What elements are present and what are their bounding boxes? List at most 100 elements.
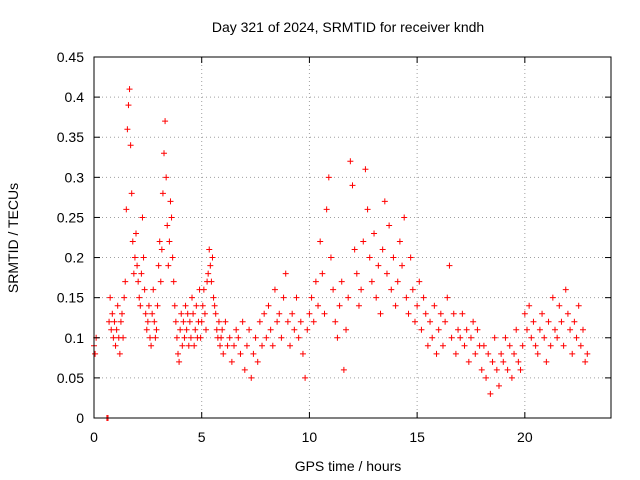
data-point (306, 310, 313, 317)
data-point (121, 294, 128, 301)
x-tick-label: 0 (90, 429, 98, 445)
data-point (362, 166, 369, 173)
data-point (377, 310, 384, 317)
data-point (133, 230, 140, 237)
data-point (394, 278, 401, 285)
data-point (137, 302, 144, 309)
data-point (371, 230, 378, 237)
data-point (155, 262, 162, 269)
data-point (233, 326, 240, 333)
data-point (414, 302, 421, 309)
y-tick-label: 0.15 (57, 290, 84, 306)
data-point (179, 342, 186, 349)
data-point (575, 302, 582, 309)
data-point (198, 318, 205, 325)
data-point (472, 350, 479, 357)
y-axis-label: SRMTID / TECUs (5, 183, 21, 293)
data-point (206, 246, 213, 253)
data-point (119, 310, 126, 317)
data-point (467, 334, 474, 341)
data-point (401, 214, 408, 221)
data-point (334, 334, 341, 341)
data-point (407, 254, 414, 261)
data-point (109, 310, 116, 317)
data-point (526, 302, 533, 309)
data-point (336, 302, 343, 309)
data-point (141, 286, 148, 293)
data-point (226, 334, 233, 341)
data-point (150, 286, 157, 293)
data-point (573, 334, 580, 341)
data-point (504, 366, 511, 373)
data-point (396, 238, 403, 245)
data-point (383, 270, 390, 277)
data-point (444, 294, 451, 301)
data-point (420, 294, 427, 301)
data-point (180, 318, 187, 325)
data-point (470, 318, 477, 325)
data-point (143, 326, 150, 333)
data-point (457, 334, 464, 341)
data-point (276, 310, 283, 317)
data-point (189, 294, 196, 301)
data-point (222, 318, 229, 325)
data-point (517, 366, 524, 373)
data-point (355, 302, 362, 309)
data-point (539, 310, 546, 317)
data-point (532, 342, 539, 349)
y-tick-label: 0.05 (57, 370, 84, 386)
data-point (373, 294, 380, 301)
data-point (136, 294, 143, 301)
x-tick-label: 10 (302, 429, 318, 445)
data-point (248, 374, 255, 381)
data-point (579, 326, 586, 333)
data-point (327, 254, 334, 261)
data-point (162, 118, 169, 125)
data-point (405, 310, 412, 317)
data-point (582, 358, 589, 365)
data-point (271, 286, 278, 293)
data-point (347, 158, 354, 165)
data-point (250, 350, 257, 357)
data-point (433, 350, 440, 357)
plot-frame (93, 56, 612, 419)
data-point (312, 278, 319, 285)
data-point (390, 254, 397, 261)
data-point (515, 358, 522, 365)
data-point (168, 214, 175, 221)
data-point (567, 326, 574, 333)
data-point (489, 358, 496, 365)
data-point (149, 310, 156, 317)
data-point (368, 278, 375, 285)
data-point (185, 342, 192, 349)
data-point (190, 310, 197, 317)
data-point (358, 286, 365, 293)
data-point (360, 238, 367, 245)
data-point (304, 326, 311, 333)
data-point (213, 326, 220, 333)
data-point (184, 310, 191, 317)
data-point (571, 318, 578, 325)
data-point (315, 302, 322, 309)
data-point (528, 334, 535, 341)
data-point (220, 350, 227, 357)
data-point (299, 350, 306, 357)
data-point (291, 326, 298, 333)
data-point (424, 342, 431, 349)
data-point (558, 318, 565, 325)
data-point (353, 270, 360, 277)
data-point (463, 326, 470, 333)
data-point (534, 350, 541, 357)
data-point (439, 342, 446, 349)
data-point (246, 326, 253, 333)
data-point (409, 286, 416, 293)
data-point (252, 334, 259, 341)
data-point (117, 318, 124, 325)
data-point (485, 350, 492, 357)
data-point (325, 174, 332, 181)
data-point (427, 318, 434, 325)
data-point (278, 334, 285, 341)
data-point (219, 326, 226, 333)
data-point (478, 366, 485, 373)
data-point (452, 350, 459, 357)
